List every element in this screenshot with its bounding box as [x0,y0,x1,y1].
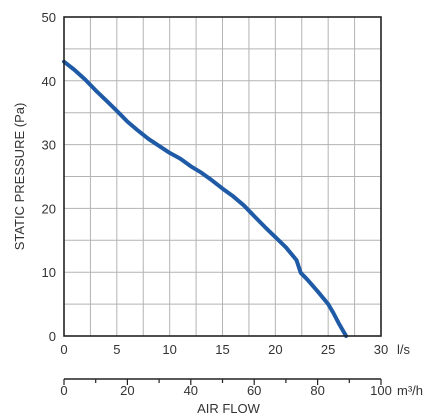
x-tick-label: 0 [60,342,67,357]
y-axis-label: STATIC PRESSURE (Pa) [12,103,27,251]
x2-tick-label: 0 [60,383,67,398]
x-axis-label: AIR FLOW [197,401,261,416]
x-axis-unit: l/s [397,342,411,357]
x-tick-label: 10 [162,342,176,357]
y-tick-label: 20 [42,201,56,216]
grid-lines [64,17,381,336]
x2-tick-label: 60 [247,383,261,398]
series-line-static-pressure [64,62,346,336]
y-tick-label: 30 [42,138,56,153]
y-tick-label: 40 [42,74,56,89]
y-tick-label: 0 [49,329,56,344]
x-tick-label: 20 [268,342,282,357]
x2-tick-label: 40 [184,383,198,398]
x-tick-label: 15 [215,342,229,357]
x-tick-label: 25 [321,342,335,357]
x2-tick-label: 20 [120,383,134,398]
x-tick-label: 30 [374,342,388,357]
x2-tick-label: 100 [370,383,392,398]
secondary-x-axis-ticks: 0 20 40 60 80 100 [60,379,391,398]
y-axis-ticks: 0 10 20 30 40 50 [42,10,56,344]
y-tick-label: 50 [42,10,56,25]
x-tick-label: 5 [113,342,120,357]
x2-tick-label: 80 [310,383,324,398]
x-axis-ticks: 0 5 10 15 20 25 30 [60,342,388,357]
y-tick-label: 10 [42,265,56,280]
secondary-x-axis-unit: m³/h [397,383,423,398]
